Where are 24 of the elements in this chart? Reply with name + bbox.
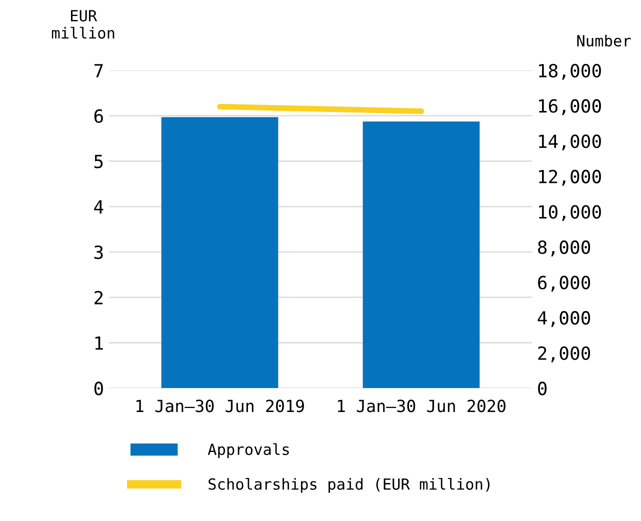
y-tick-label: 4 xyxy=(94,200,104,214)
x-tick-label: 1 Jan–30 Jun 2020 xyxy=(338,400,506,412)
y-tick-label: 5 xyxy=(94,154,103,168)
y-tick-label: 2 xyxy=(94,290,103,304)
y-tick-label: 6 xyxy=(94,109,103,123)
y-tick-label: 7 xyxy=(94,64,103,78)
y2-tick-label: 14,000 xyxy=(539,134,601,150)
y2-tick-label: 2,000 xyxy=(538,346,590,362)
y-axis-title: EUR million xyxy=(52,10,114,39)
y-tick-label: 3 xyxy=(94,245,103,260)
legend-label: Approvals xyxy=(208,443,289,458)
y2-tick-label: 4,000 xyxy=(538,311,590,327)
y2-axis-title: Number xyxy=(577,34,631,47)
legend-label: Scholarships paid (EUR million) xyxy=(208,478,490,493)
y2-tick-label: 6,000 xyxy=(538,276,590,292)
y2-tick-label: 18,000 xyxy=(539,64,601,80)
y2-tick-label: 8,000 xyxy=(538,240,590,256)
y-tick-label: 1 xyxy=(95,336,103,350)
y2-tick-label: 16,000 xyxy=(539,99,601,116)
x-tick-label: 1 Jan–30 Jun 2019 xyxy=(136,400,304,412)
y2-tick-label: 12,000 xyxy=(539,170,601,186)
y2-tick-label: 0 xyxy=(538,382,547,396)
y2-tick-label: 10,000 xyxy=(539,205,601,222)
y-tick-label: 0 xyxy=(94,382,103,396)
